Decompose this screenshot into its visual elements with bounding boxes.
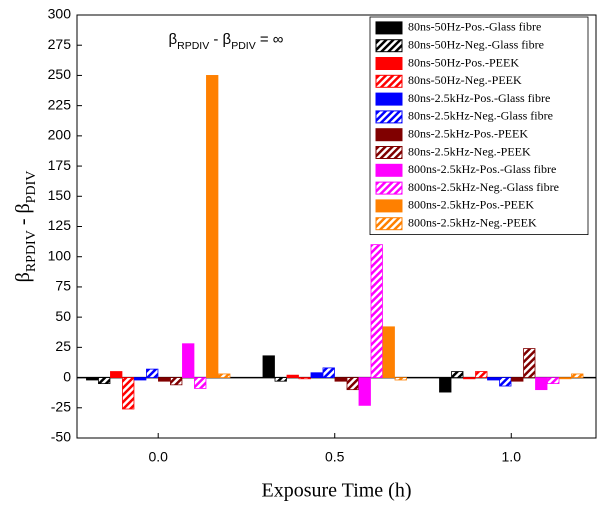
bar (382, 326, 395, 378)
y-tick-label: 250 (48, 66, 72, 82)
bar (274, 377, 287, 382)
bar (499, 377, 512, 387)
legend-box (369, 16, 589, 236)
y-tick-label: 150 (48, 187, 72, 203)
legend-label: 80ns-2.5kHz-Pos.-Glass fibre (408, 91, 550, 105)
bar (206, 75, 219, 378)
bar (310, 372, 323, 378)
bar (286, 374, 299, 378)
y-axis-label-part: - β (12, 203, 34, 230)
bar (547, 377, 560, 385)
legend-swatch (375, 92, 403, 106)
bar (523, 348, 536, 378)
bar (262, 355, 275, 378)
legend-swatch (375, 163, 403, 177)
x-axis-label: Exposure Time (h) (262, 480, 412, 502)
bar (134, 377, 147, 381)
legend-swatch (375, 110, 403, 124)
legend-label: 80ns-50Hz-Pos.-Glass fibre (408, 20, 541, 34)
bar (298, 377, 311, 380)
bar (439, 377, 452, 393)
legend-swatch (375, 128, 403, 142)
bar (463, 377, 476, 380)
bar (346, 377, 359, 391)
bar (194, 377, 207, 389)
legend-label: 80ns-2.5kHz-Pos.-PEEK (408, 126, 528, 140)
annotation-part: β (168, 31, 177, 48)
legend-label: 80ns-50Hz-Neg.-PEEK (408, 73, 522, 87)
y-tick-label: -25 (51, 398, 71, 414)
legend-swatch (375, 146, 403, 159)
bar (535, 377, 548, 391)
bar (146, 368, 159, 378)
legend-swatch (375, 39, 403, 53)
bar (218, 373, 231, 378)
bar (475, 371, 488, 378)
annotation-part: = ∞ (256, 31, 284, 48)
bar (358, 377, 371, 406)
y-tick-label: 75 (55, 278, 71, 294)
legend-label: 800ns-2.5kHz-Neg.-PEEK (408, 215, 537, 229)
annotation: βRPDIV - βPDIV = ∞ (168, 31, 283, 52)
bar (98, 377, 111, 385)
legend-swatch (375, 21, 403, 35)
y-tick-label: 0 (63, 368, 71, 384)
legend-label: 800ns-2.5kHz-Pos.-PEEK (408, 198, 534, 212)
bar (158, 377, 171, 382)
legend-label: 80ns-2.5kHz-Neg.-PEEK (408, 144, 531, 158)
x-tick-label: 0.5 (325, 449, 345, 465)
y-tick-label: 275 (48, 36, 72, 52)
y-tick-label: 50 (55, 308, 71, 324)
bar (370, 244, 383, 378)
bar (122, 377, 135, 410)
y-axis-label-part: β (12, 272, 34, 282)
bar (559, 377, 572, 380)
y-axis-label-part: RPDIV (24, 230, 39, 272)
bar (170, 377, 183, 386)
bar (322, 367, 335, 378)
legend-swatch (375, 217, 403, 231)
y-tick-label: -50 (51, 429, 71, 445)
y-tick-label: 25 (55, 338, 71, 354)
bar (110, 371, 123, 378)
legend-swatch (375, 199, 403, 213)
y-tick-label: 300 (48, 6, 72, 22)
annotation-part: - β (209, 31, 231, 48)
x-tick-label: 0.0 (148, 449, 168, 465)
x-tick-label: 1.0 (502, 449, 522, 465)
y-tick-label: 125 (48, 217, 72, 233)
bar (451, 371, 464, 378)
legend-label: 800ns-2.5kHz-Neg.-Glass fibre (408, 180, 559, 194)
bar (571, 373, 584, 378)
legend-swatch (375, 57, 403, 70)
legend-swatch (375, 74, 403, 88)
bar (487, 377, 500, 381)
legend-label: 80ns-50Hz-Pos.-PEEK (408, 55, 519, 69)
y-tick-label: 100 (48, 247, 72, 263)
bar (86, 377, 99, 381)
legend-swatch (375, 181, 403, 195)
y-axis-label-part: PDIV (24, 171, 39, 204)
annotation-part: PDIV (231, 40, 256, 52)
bar (394, 377, 407, 381)
bar (511, 377, 524, 382)
bar (334, 377, 347, 382)
legend-label: 80ns-2.5kHz-Neg.-Glass fibre (408, 109, 553, 123)
legend-label: 800ns-2.5kHz-Pos.-Glass fibre (408, 162, 556, 176)
y-tick-label: 175 (48, 157, 72, 173)
annotation-part: RPDIV (177, 40, 209, 52)
y-axis-label: βRPDIV - βPDIV (12, 171, 39, 283)
y-tick-label: 200 (48, 127, 72, 143)
bar (182, 343, 195, 378)
y-tick-label: 225 (48, 96, 72, 112)
plot-frame (76, 14, 597, 439)
legend-label: 80ns-50Hz-Neg.-Glass fibre (408, 37, 544, 51)
